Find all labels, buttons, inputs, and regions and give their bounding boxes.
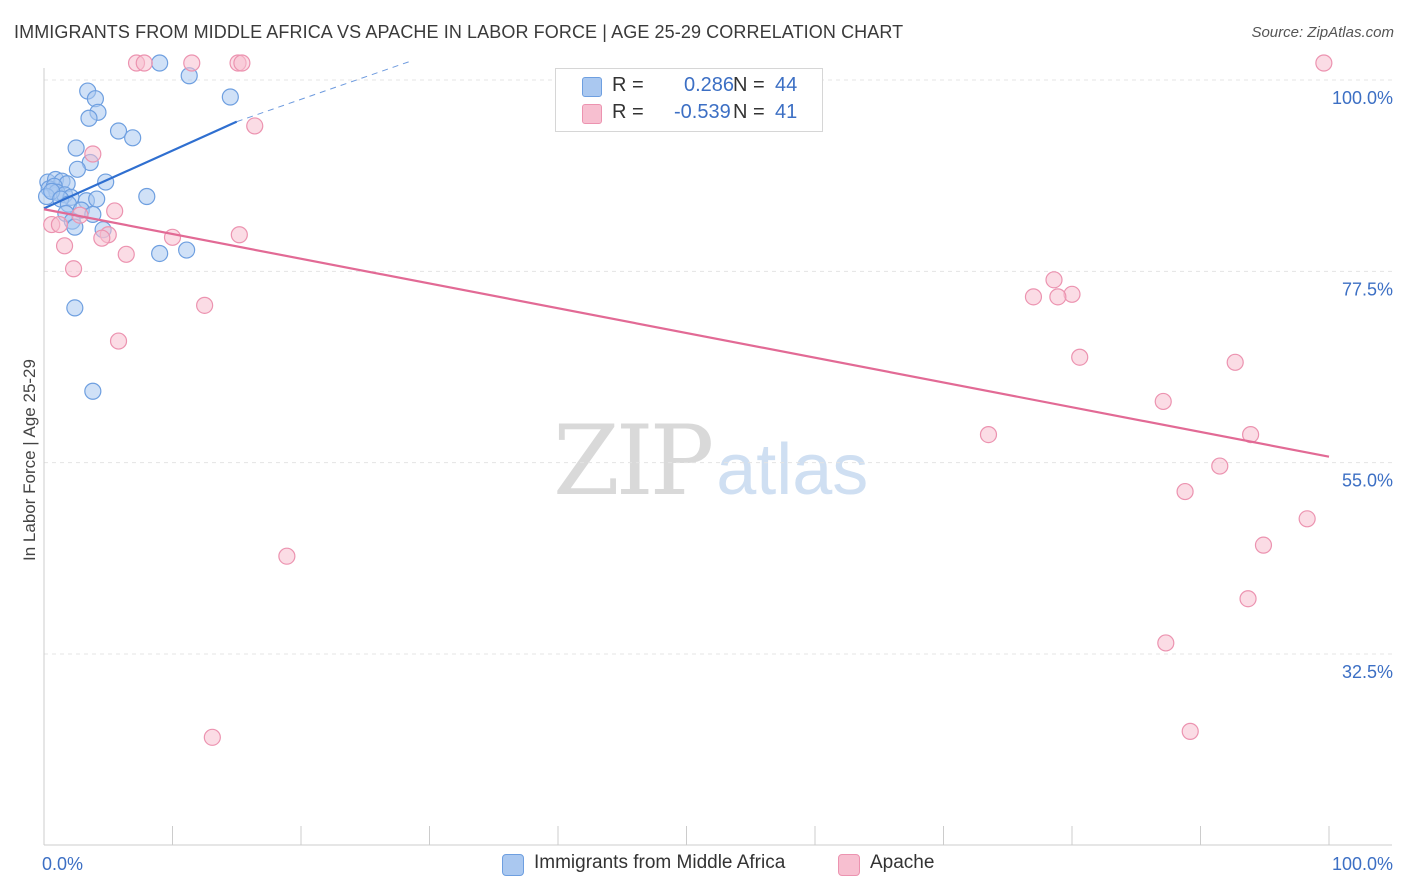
y-tick-label: 32.5% xyxy=(1342,662,1393,682)
r-value: -0.539 xyxy=(674,101,731,123)
blue-point xyxy=(109,122,128,140)
pink-point xyxy=(1254,536,1273,554)
x-tick-label: 100.0% xyxy=(1332,854,1393,874)
pink-point xyxy=(246,117,264,135)
blue-point xyxy=(84,382,102,400)
legend-label: Apache xyxy=(870,852,935,873)
pink-point xyxy=(135,54,153,72)
pink-point xyxy=(1315,54,1333,72)
blue-trend-line xyxy=(43,120,238,210)
legend-label: Immigrants from Middle Africa xyxy=(534,852,786,873)
pink-trend-line xyxy=(43,208,1330,458)
pink-point xyxy=(1226,353,1244,371)
pink-point xyxy=(117,245,135,263)
pink-point xyxy=(55,237,74,255)
n-label: N = xyxy=(733,101,765,123)
source-label: Source: ZipAtlas.com xyxy=(1251,24,1394,41)
pink-point xyxy=(1045,271,1063,289)
pink-point xyxy=(1298,510,1316,528)
pink-swatch xyxy=(838,854,860,876)
y-tick-label: 100.0% xyxy=(1332,88,1393,108)
blue-point xyxy=(88,190,106,208)
blue-point xyxy=(178,241,196,259)
r-label: R = xyxy=(612,101,644,123)
blue-point xyxy=(151,244,169,263)
r-value: 0.286 xyxy=(684,74,735,96)
x-tick-label: 0.0% xyxy=(42,854,83,874)
pink-point xyxy=(183,54,201,72)
blue-point xyxy=(151,54,169,72)
n-label: N = xyxy=(733,74,765,96)
blue-point xyxy=(68,160,87,178)
chart-title: IMMIGRANTS FROM MIDDLE AFRICA VS APACHE … xyxy=(14,22,904,42)
blue-swatch xyxy=(502,854,524,876)
pink-point xyxy=(233,54,251,72)
pink-point xyxy=(50,215,69,234)
blue-point xyxy=(66,299,84,317)
pink-point xyxy=(106,202,124,220)
pink-swatch xyxy=(582,104,602,124)
pink-point xyxy=(979,426,998,444)
pink-point xyxy=(1049,288,1067,306)
pink-point xyxy=(163,228,182,246)
pink-point xyxy=(1154,392,1172,411)
pink-point xyxy=(278,547,296,565)
pink-point xyxy=(203,728,221,746)
blue-swatch xyxy=(582,77,602,97)
pink-point xyxy=(196,296,214,314)
pink-point xyxy=(109,332,128,350)
pink-point xyxy=(93,229,111,247)
y-tick-label: 55.0% xyxy=(1342,471,1393,491)
pink-point xyxy=(1181,722,1199,740)
pink-point xyxy=(84,145,102,163)
stats-legend: R = 0.286 N = 44 R = -0.539 N = 41 xyxy=(555,68,823,132)
pink-point xyxy=(1063,285,1081,303)
pink-point xyxy=(230,226,248,244)
pink-point xyxy=(1157,634,1175,652)
pink-point xyxy=(1071,348,1089,366)
blue-point xyxy=(80,109,98,127)
blue-point xyxy=(124,129,142,147)
pink-point xyxy=(64,260,83,278)
blue-point xyxy=(67,139,85,157)
pink-point xyxy=(1211,457,1229,475)
pink-point xyxy=(1024,288,1043,306)
blue-point xyxy=(221,88,239,106)
n-value: 44 xyxy=(775,74,798,96)
blue-trend-extension xyxy=(236,60,411,123)
pink-point xyxy=(1239,590,1257,608)
pink-point xyxy=(1176,482,1194,501)
blue-point xyxy=(138,187,156,206)
r-label: R = xyxy=(612,74,644,96)
n-value: 41 xyxy=(775,101,798,123)
y-tick-label: 77.5% xyxy=(1342,279,1393,299)
